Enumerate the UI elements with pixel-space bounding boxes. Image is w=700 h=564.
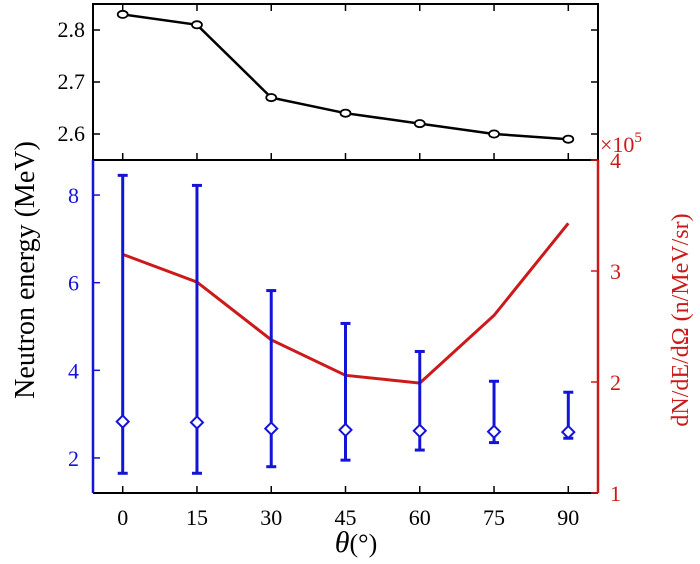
bottom-panel: 0 15 30 45 60 75 90 2 4 6 8 1 2 3 4	[68, 148, 621, 530]
x-tick-label: 45	[335, 505, 357, 530]
blue-energy-errorbar-series	[115, 173, 576, 475]
top-panel: 2.6 2.7 2.8	[58, 3, 599, 161]
energy-point	[560, 424, 576, 440]
right-y-tick-label: 1	[610, 481, 621, 506]
x-axis-label: θ(°)	[335, 526, 377, 559]
top-energy-point	[265, 93, 278, 103]
top-energy-point	[413, 119, 426, 129]
energy-point	[486, 424, 502, 440]
left-y-tick-label: 8	[68, 183, 79, 208]
x-tick-label: 0	[117, 505, 128, 530]
top-y-tick-label: 2.7	[58, 69, 86, 94]
x-tick-label: 90	[557, 505, 579, 530]
left-y-ticks: 2 4 6 8	[68, 183, 100, 471]
x-ticks: 0 15 30 45 60 75 90	[117, 486, 579, 530]
top-energy-point	[116, 9, 129, 19]
right-y-tick-label: 2	[610, 370, 621, 395]
left-y-tick-label: 2	[68, 446, 79, 471]
top-y-tick-label: 2.6	[58, 121, 86, 146]
top-energy-point	[562, 134, 575, 144]
right-y-ticks: 1 2 3 4	[591, 148, 621, 506]
energy-point	[412, 423, 428, 439]
top-y-tick-label: 2.8	[58, 17, 86, 42]
energy-point	[263, 421, 279, 437]
right-y-tick-label: 4	[610, 148, 621, 173]
x-tick-label: 75	[483, 505, 505, 530]
left-y-tick-label: 4	[68, 358, 79, 383]
energy-point	[338, 422, 353, 438]
x-tick-label: 60	[409, 505, 431, 530]
top-y-ticks: 2.6 2.7 2.8	[58, 4, 598, 160]
energy-point	[115, 414, 131, 429]
left-y-axis-label: Neutron energy (MeV)	[10, 141, 41, 399]
top-energy-line	[122, 13, 569, 141]
x-tick-label: 15	[186, 505, 208, 530]
left-y-tick-label: 6	[68, 271, 79, 296]
top-energy-point	[191, 20, 203, 30]
energy-point	[189, 415, 205, 430]
right-y-axis-label: dN/dE/dΩ (n/MeV/sr)	[668, 213, 694, 426]
top-energy-point	[339, 108, 352, 118]
top-energy-point	[488, 129, 500, 139]
top-energy-series	[116, 9, 575, 144]
right-axis-multiplier: ×105	[600, 130, 642, 157]
right-y-tick-label: 3	[610, 259, 621, 284]
x-tick-label: 30	[260, 505, 282, 530]
